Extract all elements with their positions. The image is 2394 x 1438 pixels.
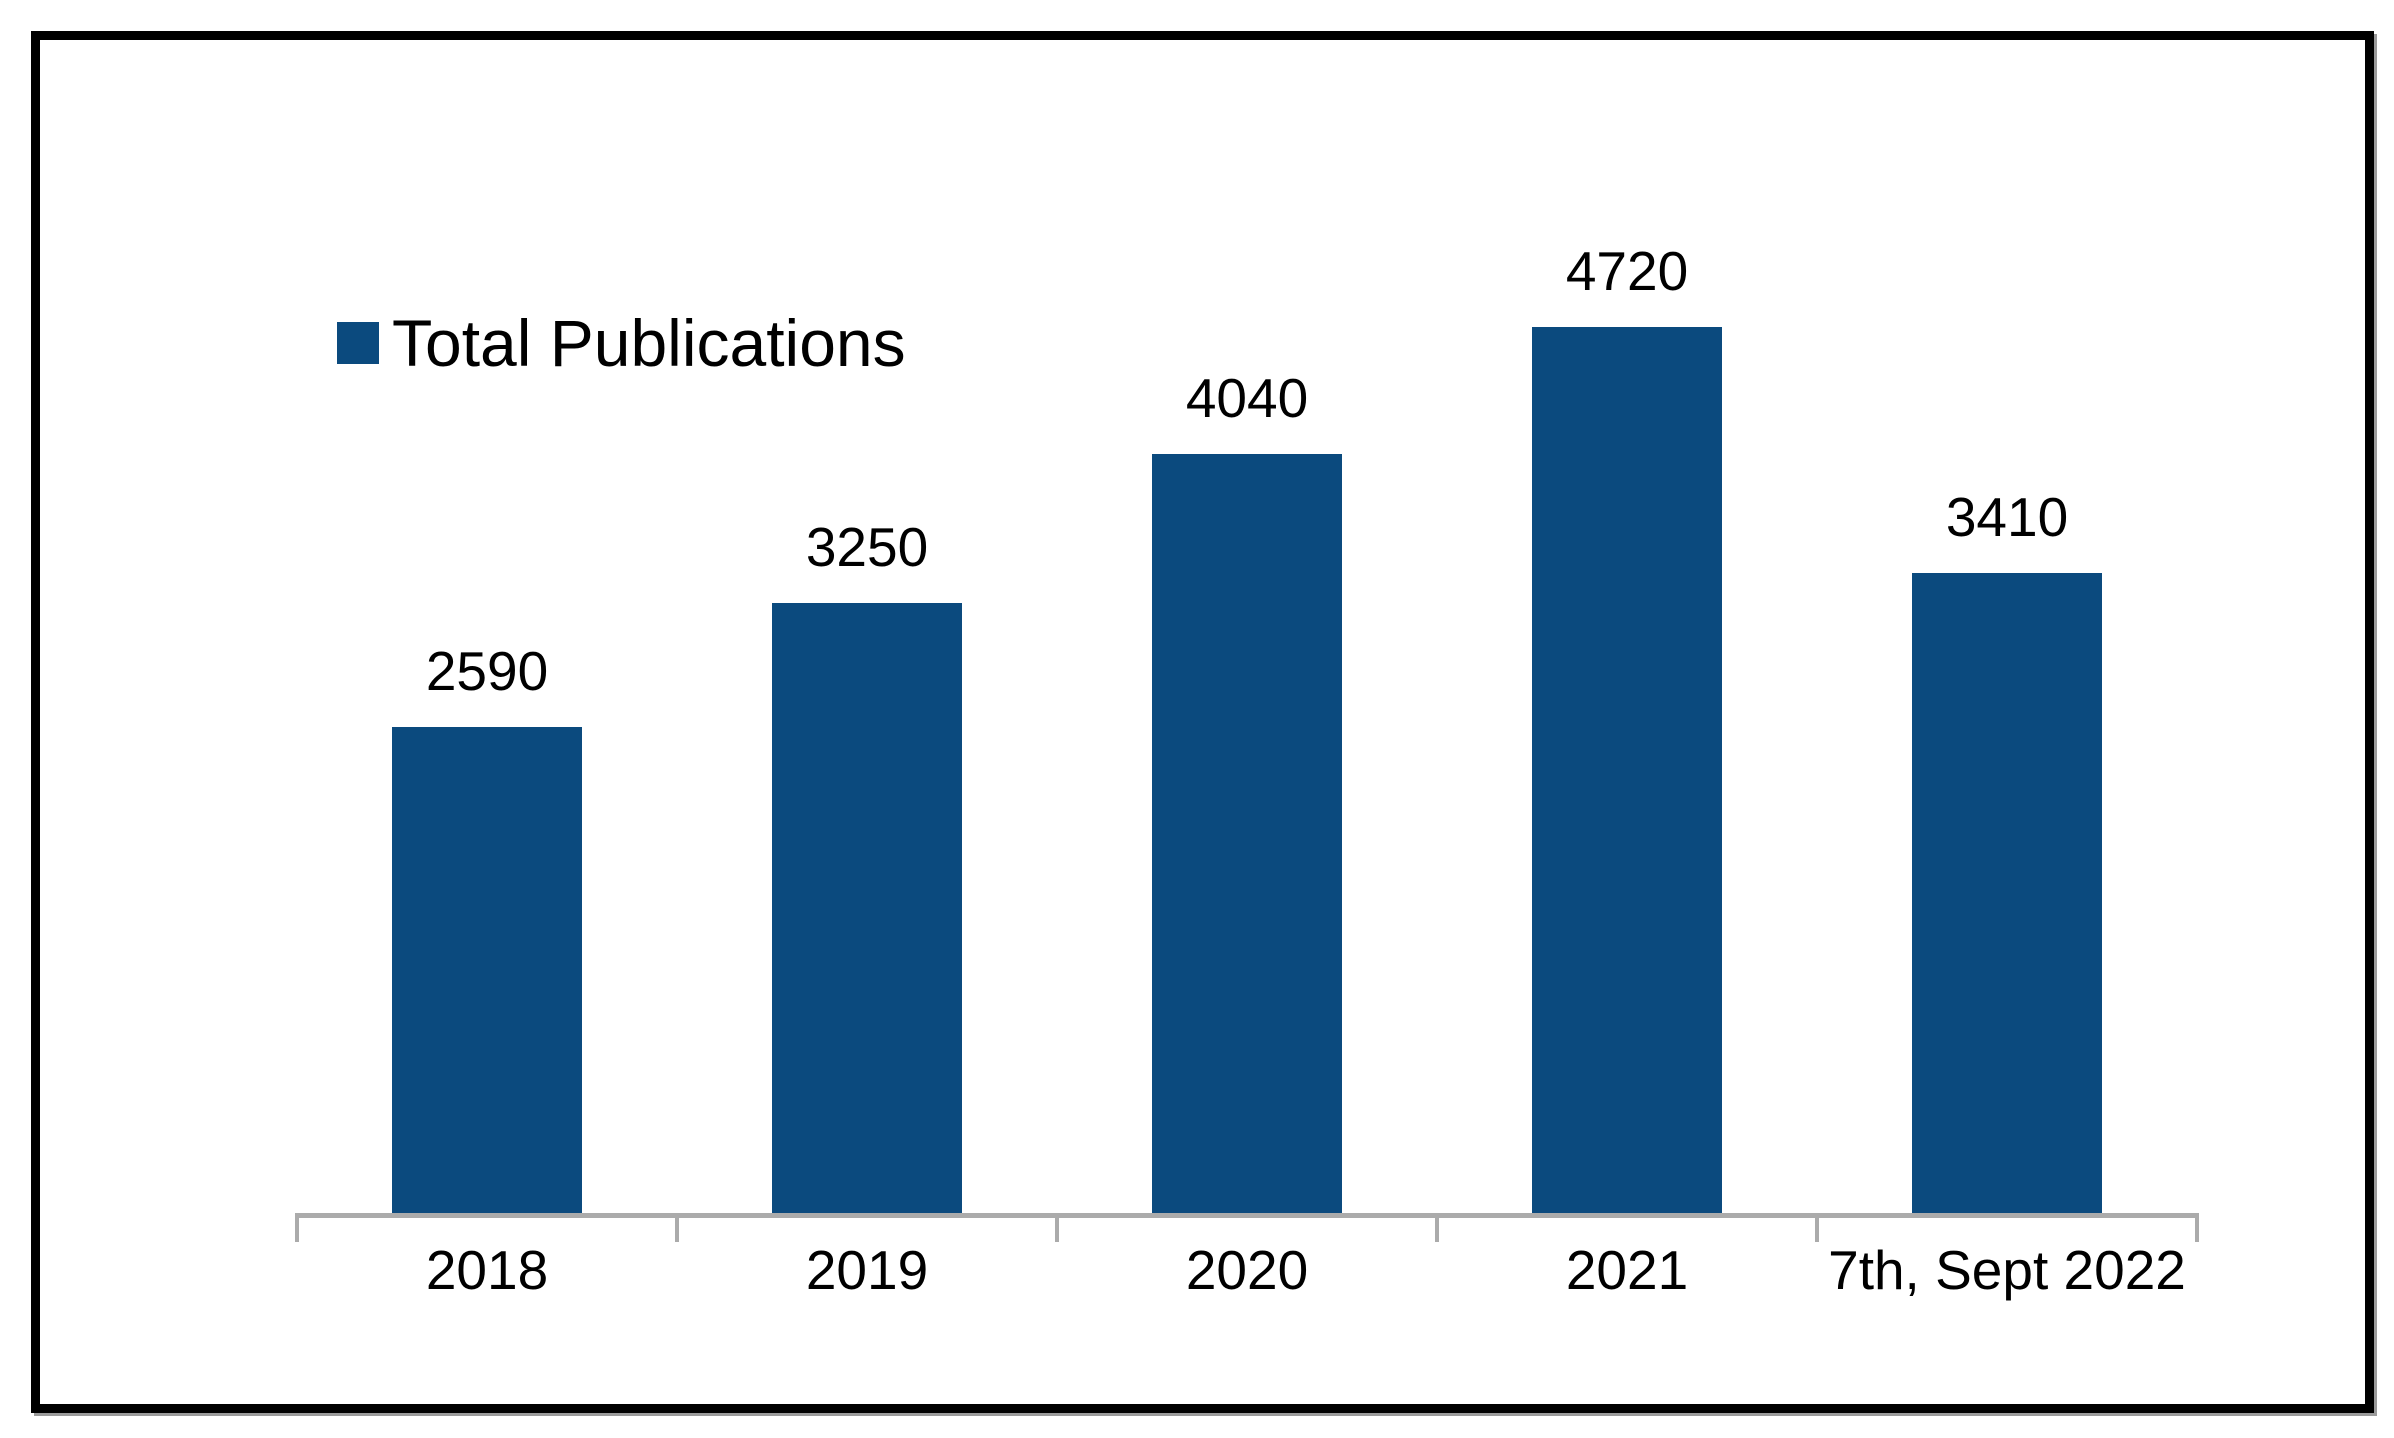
x-axis-tick: [675, 1213, 679, 1242]
x-axis-tick: [295, 1213, 299, 1242]
bar: [392, 727, 582, 1213]
legend-label: Total Publications: [392, 306, 906, 380]
bar: [1912, 573, 2102, 1213]
bar-value-label: 3250: [805, 516, 929, 578]
x-axis-category-label: 2018: [425, 1239, 549, 1301]
x-axis-tick: [2195, 1213, 2199, 1242]
x-axis-line: [295, 1213, 2199, 1218]
x-axis-tick: [1815, 1213, 1819, 1242]
bar-value-label: 4720: [1565, 240, 1689, 302]
bar: [1152, 454, 1342, 1213]
plot-area: [297, 274, 2197, 1213]
bar: [772, 603, 962, 1213]
x-axis-category-label: 2019: [805, 1239, 929, 1301]
bar-value-label: 4040: [1185, 367, 1309, 429]
x-axis-category-label: 7th, Sept 2022: [1828, 1239, 2186, 1301]
x-axis-category-label: 2021: [1565, 1239, 1689, 1301]
x-axis-tick: [1435, 1213, 1439, 1242]
bar: [1532, 327, 1722, 1213]
x-axis-tick: [1055, 1213, 1059, 1242]
bar-value-label: 3410: [1945, 486, 2069, 548]
bar-value-label: 2590: [425, 640, 549, 702]
legend-swatch-icon: [337, 322, 379, 364]
legend: Total Publications: [337, 306, 906, 380]
x-axis-category-label: 2020: [1185, 1239, 1309, 1301]
